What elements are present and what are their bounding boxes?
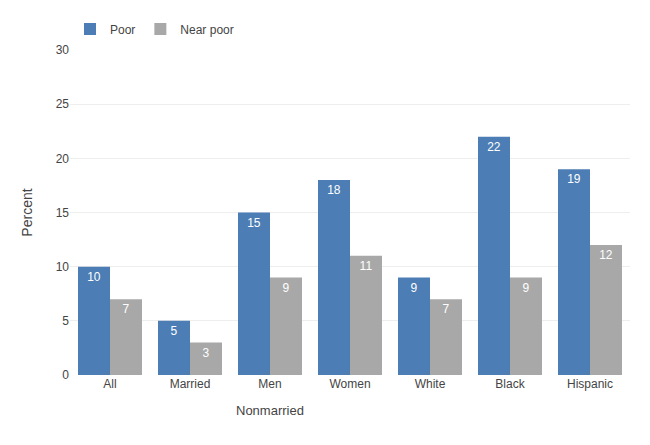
svg-text:Men: Men	[258, 377, 281, 391]
svg-text:22: 22	[487, 140, 501, 154]
svg-text:3: 3	[203, 346, 210, 360]
svg-text:9: 9	[411, 281, 418, 295]
svg-text:Poor: Poor	[110, 23, 135, 37]
svg-text:Nonmarried: Nonmarried	[236, 403, 304, 418]
svg-text:19: 19	[567, 172, 581, 186]
svg-text:7: 7	[443, 302, 450, 316]
svg-text:11: 11	[360, 259, 373, 273]
svg-text:18: 18	[327, 183, 341, 197]
svg-text:12: 12	[599, 248, 613, 262]
svg-text:Black: Black	[495, 377, 525, 391]
svg-text:Married: Married	[170, 377, 211, 391]
svg-text:5: 5	[171, 324, 178, 338]
svg-text:Percent: Percent	[19, 188, 35, 236]
svg-text:Near poor: Near poor	[180, 23, 233, 37]
svg-text:5: 5	[62, 314, 69, 328]
svg-text:10: 10	[56, 260, 70, 274]
svg-text:25: 25	[56, 97, 70, 111]
svg-text:7: 7	[123, 302, 130, 316]
svg-text:Hispanic: Hispanic	[567, 377, 613, 391]
svg-text:15: 15	[56, 206, 70, 220]
svg-text:0: 0	[62, 368, 69, 382]
svg-text:All: All	[103, 377, 116, 391]
svg-text:White: White	[415, 377, 446, 391]
svg-text:9: 9	[283, 281, 290, 295]
svg-text:9: 9	[523, 281, 530, 295]
svg-text:30: 30	[56, 43, 70, 57]
svg-text:Women: Women	[329, 377, 370, 391]
svg-text:10: 10	[87, 270, 101, 284]
svg-text:15: 15	[247, 216, 261, 230]
svg-text:20: 20	[56, 152, 70, 166]
